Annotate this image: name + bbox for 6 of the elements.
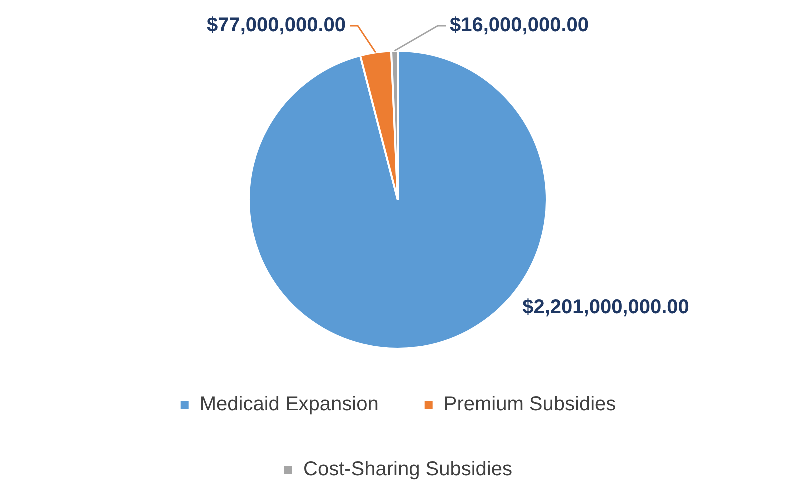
legend-label: Premium Subsidies [444, 394, 616, 416]
legend-label: Cost-Sharing Subsidies [304, 458, 513, 481]
legend-label: Medicaid Expansion [200, 394, 379, 416]
data-label: $16,000,000.00 [450, 14, 590, 37]
data-label: $2,201,000,000.00 [522, 296, 690, 319]
data-label: $77,000,000.00 [206, 14, 346, 37]
